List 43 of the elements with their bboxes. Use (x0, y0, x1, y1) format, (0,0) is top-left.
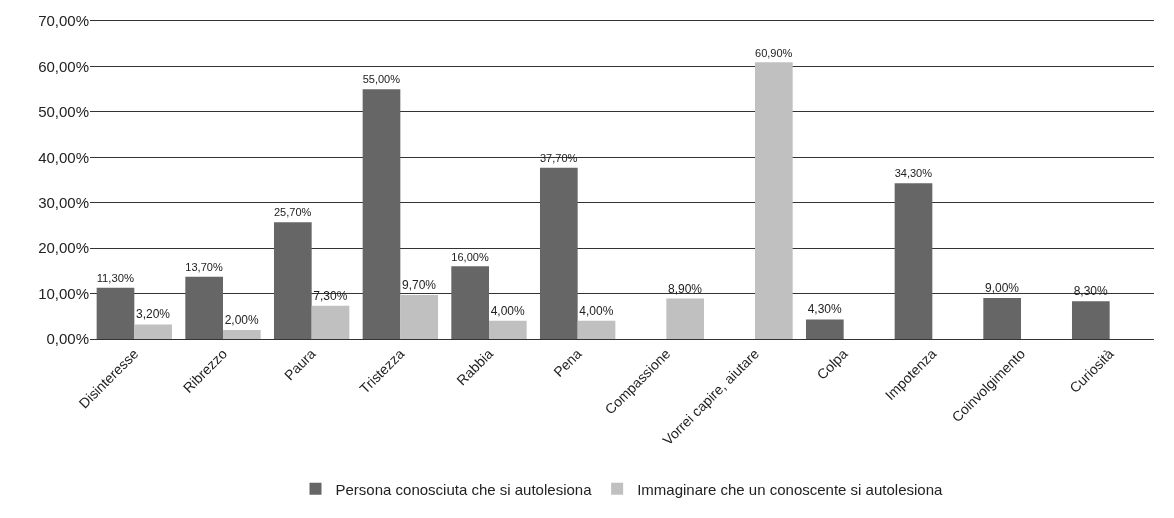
bar (755, 62, 793, 339)
bar (894, 183, 933, 339)
data-label: 11,30% (96, 271, 134, 284)
legend-label: Immaginare che un conoscente si autolesiona (637, 480, 943, 498)
bar (983, 298, 1021, 339)
bar (273, 222, 312, 339)
data-label: 16,00% (451, 250, 489, 263)
bar (96, 287, 135, 339)
bar (223, 329, 261, 339)
data-label: 2,00% (224, 312, 260, 327)
bar (805, 319, 844, 339)
y-tick-label: 60,00% (38, 57, 89, 75)
bar (539, 167, 578, 339)
bar (311, 305, 350, 339)
bar (577, 320, 616, 339)
data-label: 4,30% (807, 302, 842, 317)
legend-label: Persona conosciuta che si autolesiona (335, 480, 593, 498)
data-label: 3,20% (136, 307, 171, 322)
y-tick-label: 70,00% (38, 12, 89, 30)
data-label: 9,70% (402, 277, 437, 292)
bar (362, 89, 401, 339)
data-label: 60,90% (755, 46, 793, 59)
data-label: 9,00% (984, 281, 1020, 296)
data-label: 4,00% (490, 303, 526, 318)
data-label: 34,30% (894, 167, 933, 180)
data-label: 8,90% (668, 281, 703, 296)
data-label: 25,70% (273, 206, 312, 219)
bar (400, 294, 439, 339)
y-tick-label: 50,00% (38, 103, 89, 121)
y-tick-label: 30,00% (38, 193, 89, 211)
y-tick-label: 20,00% (38, 239, 89, 257)
bar (666, 298, 705, 339)
y-tick-label: 10,00% (38, 284, 89, 302)
bar (451, 266, 489, 339)
bar (1071, 301, 1110, 339)
data-label: 13,70% (185, 261, 223, 273)
bar (134, 324, 173, 339)
data-label: 4,00% (579, 303, 614, 318)
bar (489, 320, 527, 339)
bar (185, 276, 223, 339)
y-tick-label: 40,00% (38, 148, 89, 166)
y-tick-label: 0,00% (46, 330, 89, 348)
data-label: 55,00% (362, 73, 401, 86)
